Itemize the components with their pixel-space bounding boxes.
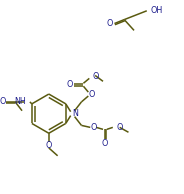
Text: O: O [117,123,123,132]
Text: O: O [0,97,6,106]
Text: O: O [106,19,113,28]
Text: OH: OH [151,6,163,15]
Text: O: O [102,139,108,148]
Text: O: O [46,140,52,150]
Text: N: N [73,109,79,118]
Text: NH: NH [14,97,26,106]
Text: O: O [66,80,73,89]
Text: O: O [88,90,94,99]
Text: O: O [92,72,99,81]
Text: O: O [90,123,96,132]
